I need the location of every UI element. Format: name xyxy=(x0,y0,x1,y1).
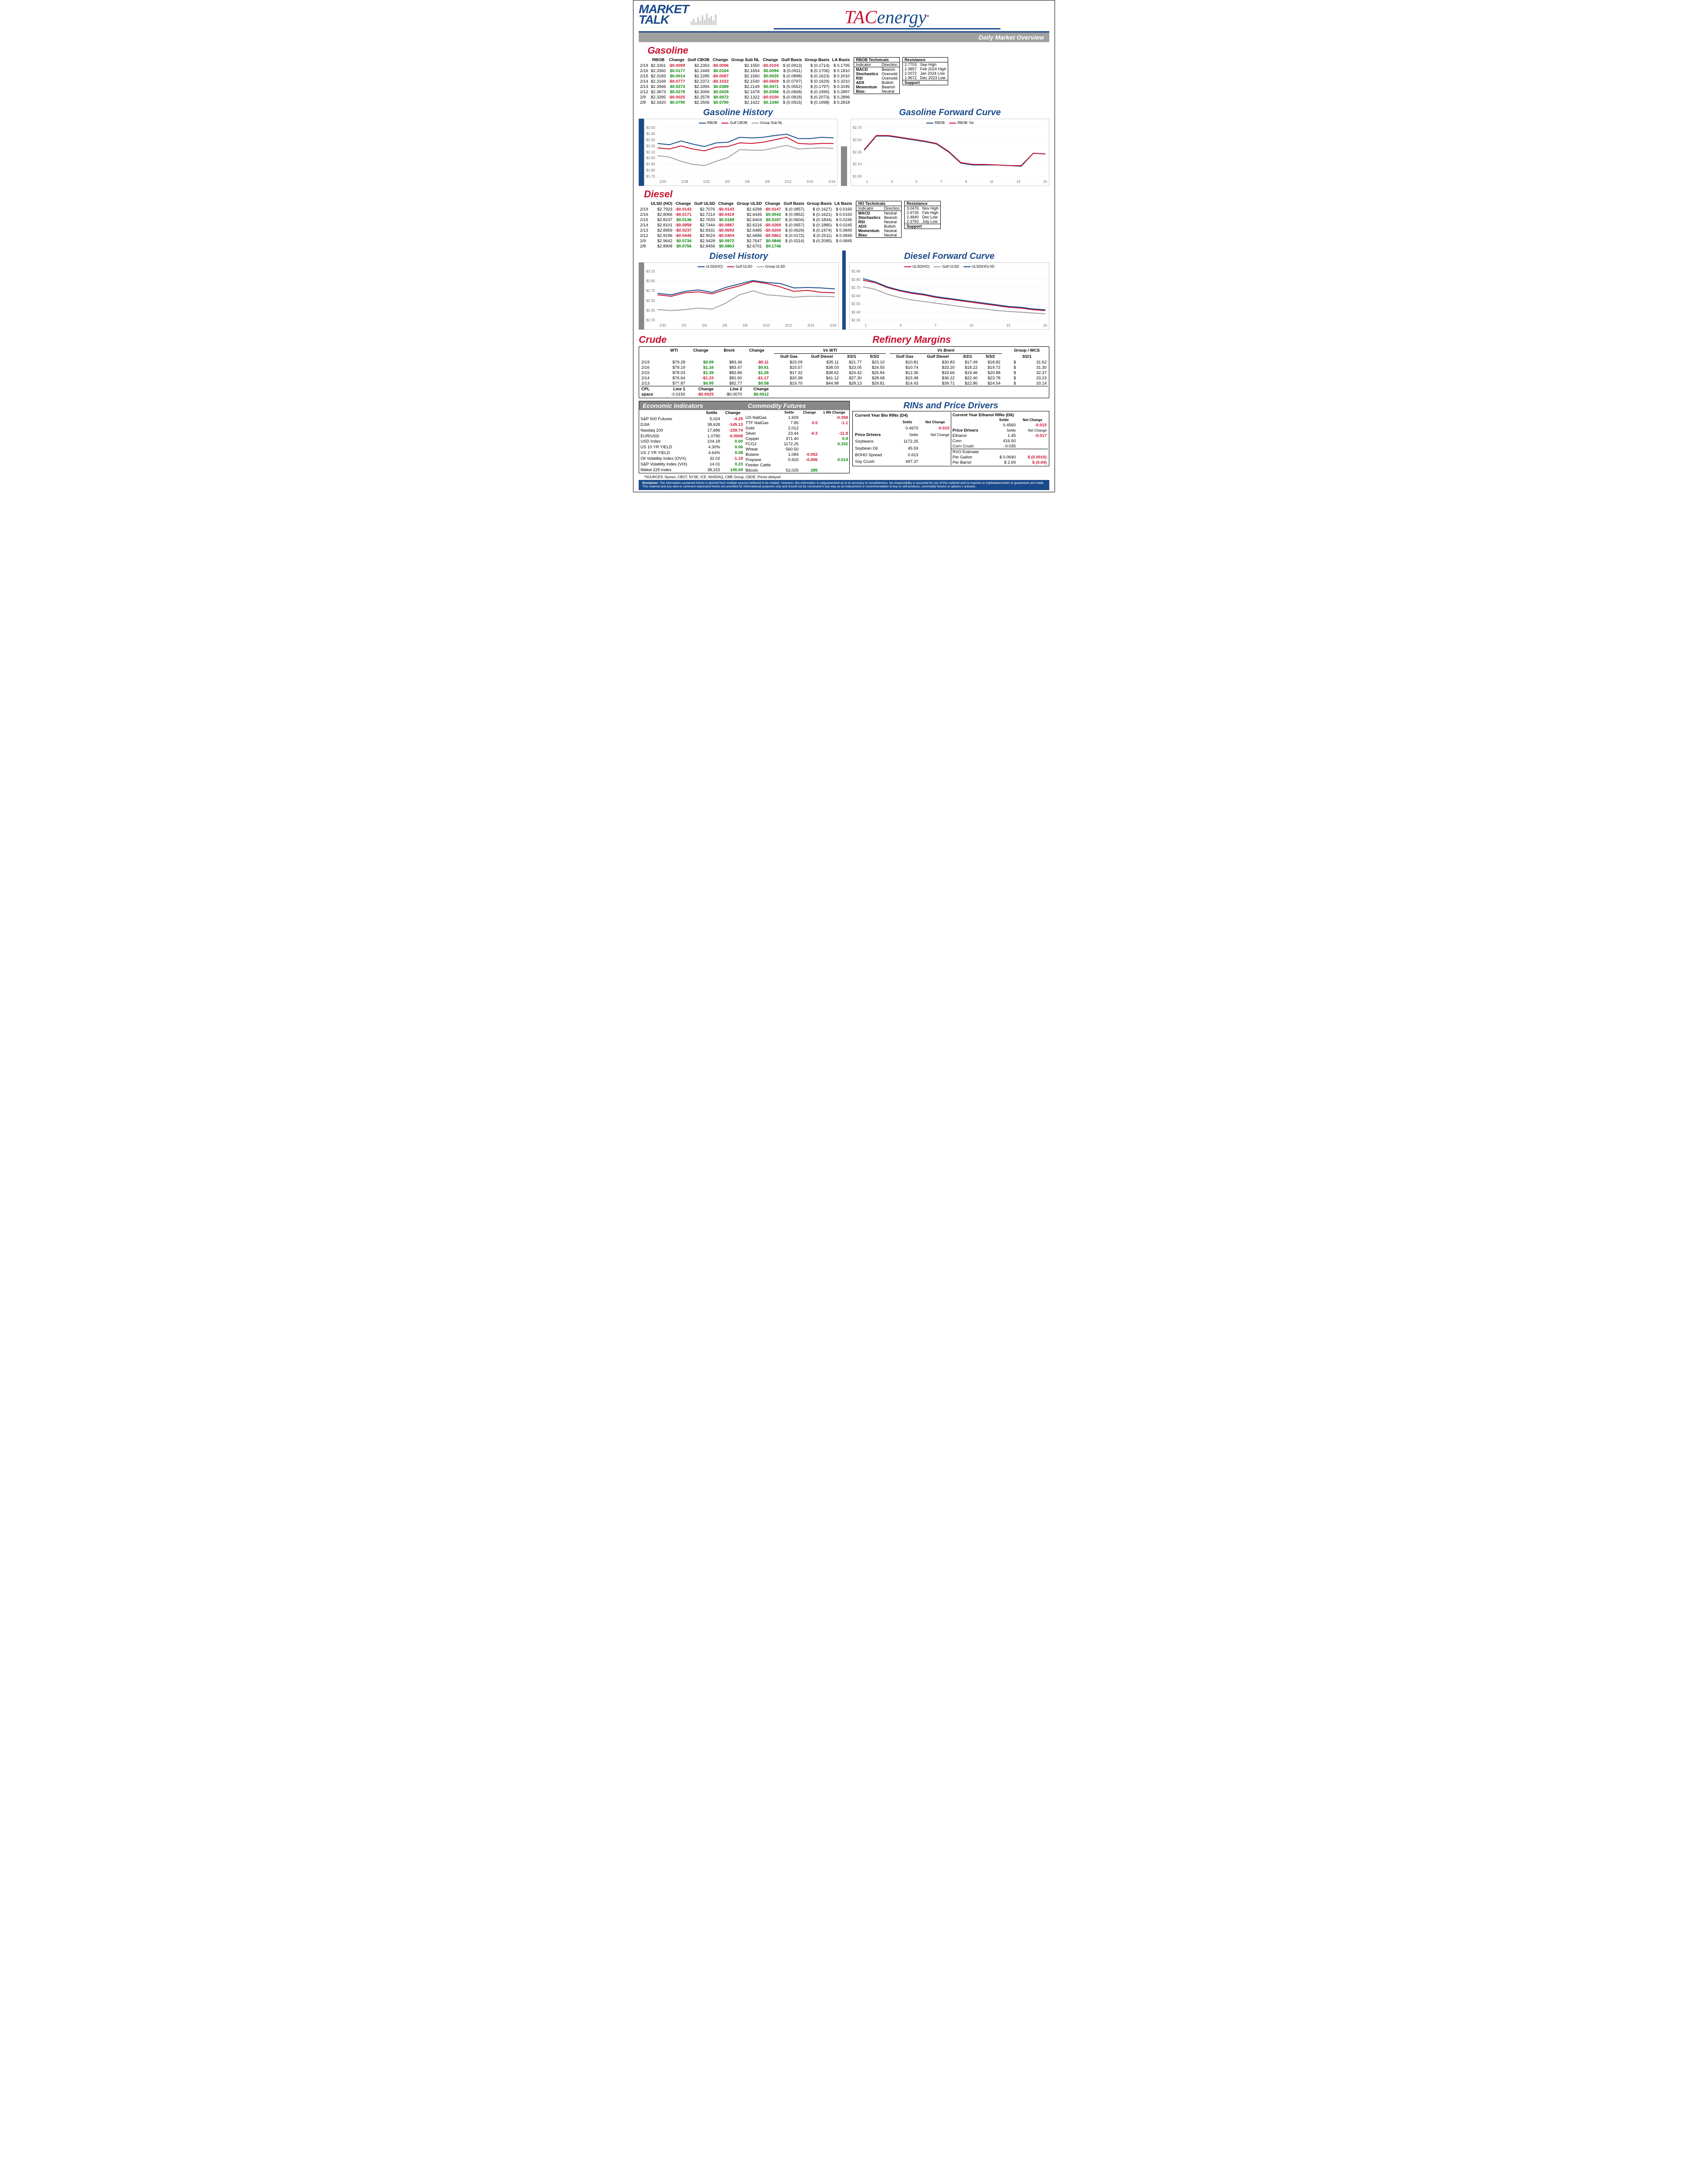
gasoline-prices-row: RBOBChangeGulf CBOBChangeGroup Sub NLCha… xyxy=(639,57,1049,105)
rins-title: RINs and Price Drivers xyxy=(852,401,1049,411)
diesel-resistance-support: Resistance3.0476Nov High2.9735Feb High2.… xyxy=(904,201,941,229)
refinery-title: Refinery Margins xyxy=(774,334,1049,345)
futures-header: Commodity Futures xyxy=(744,401,849,410)
gasoline-price-table: RBOBChangeGulf CBOBChangeGroup Sub NLCha… xyxy=(639,57,851,105)
crude-refinery-row: Crude Refinery Margins xyxy=(639,332,1049,346)
disclaimer-text: The information contained herein is deri… xyxy=(642,482,1044,488)
diesel-prices-row: ULSD (HO)ChangeGulf ULSDChangeGroup ULSD… xyxy=(639,201,1049,249)
crude-title: Crude xyxy=(639,334,771,345)
gasoline-resistance-support: Resistance2.7703Sep High2.3857Feb 2024 H… xyxy=(902,57,949,85)
rins-d6-table: Current Year Ethanol RINs (D6)SettleNet … xyxy=(951,412,1048,465)
diesel-title: Diesel xyxy=(644,189,1049,200)
disclaimer-label: Disclaimer: xyxy=(642,482,659,485)
logo-underline xyxy=(774,28,1000,29)
tac-energy-logo: TACenergy. xyxy=(725,4,1049,28)
market-talk-logo: MARKET TALK xyxy=(639,4,689,25)
sources-note: *SOURCES: Nymex, CBOT, NYSE, ICE, NASDAQ… xyxy=(644,475,1049,479)
rins-content: Current Year Bio RINs (D4)SettleNet Chan… xyxy=(852,411,1049,466)
gasoline-history-title: Gasoline History xyxy=(639,108,837,118)
tac-logo-area: TACenergy. xyxy=(725,4,1049,29)
gasoline-forward-chart: RBOBRBOB -5d$2.70$2.50$2.30$2.10$1.90135… xyxy=(851,119,1049,186)
page-subtitle: Daily Market Overview xyxy=(979,34,1044,41)
gasoline-history-chart: RBOBGulf CBOBGroup Sub NL$2.50$2.40$2.30… xyxy=(644,119,837,186)
gasoline-charts-row: Gasoline History RBOBGulf CBOBGroup Sub … xyxy=(639,107,1049,186)
bottom-row: Economic Indicators Commodity Futures Se… xyxy=(639,401,1049,473)
econ-header: Economic Indicators xyxy=(639,401,744,410)
diesel-history-chart: ULSD(HO)Gulf ULSDGroup ULSD$3.15$2.95$2.… xyxy=(644,262,839,330)
diesel-price-table: ULSD (HO)ChangeGulf ULSDChangeGroup ULSD… xyxy=(639,201,853,249)
accent-bar xyxy=(639,119,644,186)
diesel-forward-chart: ULSD(HO)Gulf ULSDULSD(HO)-5D$2.90$2.80$2… xyxy=(849,262,1049,330)
rins-box: RINs and Price Drivers Current Year Bio … xyxy=(852,401,1049,473)
commodity-futures-table: SettleChange1 Wk ChangeUS NatGas1.609-0.… xyxy=(744,410,849,473)
econ-futures-box: Economic Indicators Commodity Futures Se… xyxy=(639,401,850,473)
diesel-charts-row: Diesel History ULSD(HO)Gulf ULSDGroup UL… xyxy=(639,251,1049,330)
diesel-forward-title: Diesel Forward Curve xyxy=(849,251,1049,262)
crude-refinery-table: WTIChangeBrentChangeVs WTIVs BrentGroup … xyxy=(640,348,1048,397)
logo-tac: TAC xyxy=(844,7,877,28)
economic-indicators-table: SettleChangeS&P 500 Futures5,024-4.25DJI… xyxy=(639,410,744,473)
disclaimer: Disclaimer: The information contained he… xyxy=(639,480,1049,490)
diesel-technicals: HO TechnicalsIndicatorDirectionMACDNeutr… xyxy=(856,201,902,238)
gasoline-forward-title: Gasoline Forward Curve xyxy=(851,108,1049,118)
page-subtitle-bar: Daily Market Overview xyxy=(639,31,1049,42)
logo-energy: energy xyxy=(877,7,927,28)
accent-bar-grey xyxy=(639,262,644,330)
header: MARKET TALK TACenergy. xyxy=(639,4,1049,29)
gasoline-technicals: RBOB TechnicalsIndicatorDirectionMACDBea… xyxy=(854,57,900,94)
divider-blue xyxy=(842,251,846,330)
crude-refinery-box: WTIChangeBrentChangeVs WTIVs BrentGroup … xyxy=(639,346,1049,398)
diesel-history-title: Diesel History xyxy=(639,251,839,262)
rins-d4-table: Current Year Bio RINs (D4)SettleNet Chan… xyxy=(854,412,951,465)
bar-decoration xyxy=(691,12,717,25)
gasoline-title: Gasoline xyxy=(648,45,1049,56)
talk-word: TALK xyxy=(639,15,689,25)
